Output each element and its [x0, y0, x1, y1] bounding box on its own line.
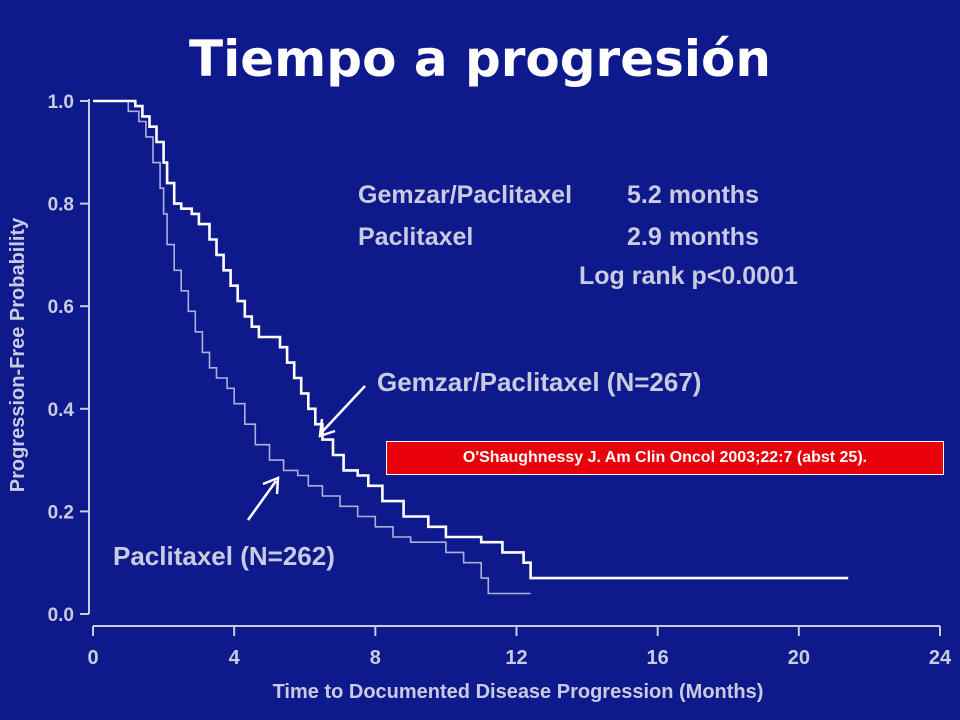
series-label-combo: Gemzar/Paclitaxel (N=267): [377, 367, 701, 397]
series-label-mono: Paclitaxel (N=262): [113, 541, 335, 571]
x-tick-label: 16: [647, 647, 669, 669]
chart-ticks: 0 4 8 12 16 20 24 0.0 0.2 0.4 0.6 0.8 1.0: [48, 92, 952, 669]
y-tick-label: 0.8: [48, 195, 74, 216]
series-line-paclitaxel: [93, 100, 531, 595]
logrank-label: Log rank p<0.0001: [579, 262, 798, 290]
x-axis-label: Time to Documented Disease Progression (…: [273, 681, 764, 703]
chart-text-layer: Progression-Free Probability Time to Doc…: [7, 181, 798, 703]
stat-value-mono: 2.9 months: [627, 223, 759, 251]
x-tick-label: 12: [505, 647, 527, 669]
chart-series-layer: [93, 99, 849, 595]
x-tick-label: 20: [788, 647, 810, 669]
x-tick-label: 0: [87, 647, 98, 669]
citation-box: O'Shaughnessy J. Am Clin Oncol 2003;22:7…: [386, 441, 944, 475]
x-tick-label: 24: [929, 647, 952, 669]
y-tick-label: 0.0: [48, 605, 74, 626]
stat-value-combo: 5.2 months: [627, 181, 759, 209]
y-tick-label: 1.0: [48, 92, 74, 113]
arrow-combo: [318, 385, 366, 438]
y-axis-label: Progression-Free Probability: [7, 217, 29, 492]
stat-label-mono: Paclitaxel: [358, 223, 473, 251]
stat-label-combo: Gemzar/Paclitaxel: [358, 181, 572, 209]
slide-title: Tiempo a progresión: [189, 30, 771, 88]
arrow-mono: [246, 476, 280, 521]
x-tick-label: 8: [370, 647, 381, 669]
y-tick-label: 0.6: [48, 297, 74, 318]
x-tick-label: 4: [229, 647, 241, 669]
series-line-gemzar-paclitaxel: [93, 99, 849, 580]
y-tick-label: 0.2: [48, 502, 74, 523]
y-tick-label: 0.4: [48, 400, 75, 421]
